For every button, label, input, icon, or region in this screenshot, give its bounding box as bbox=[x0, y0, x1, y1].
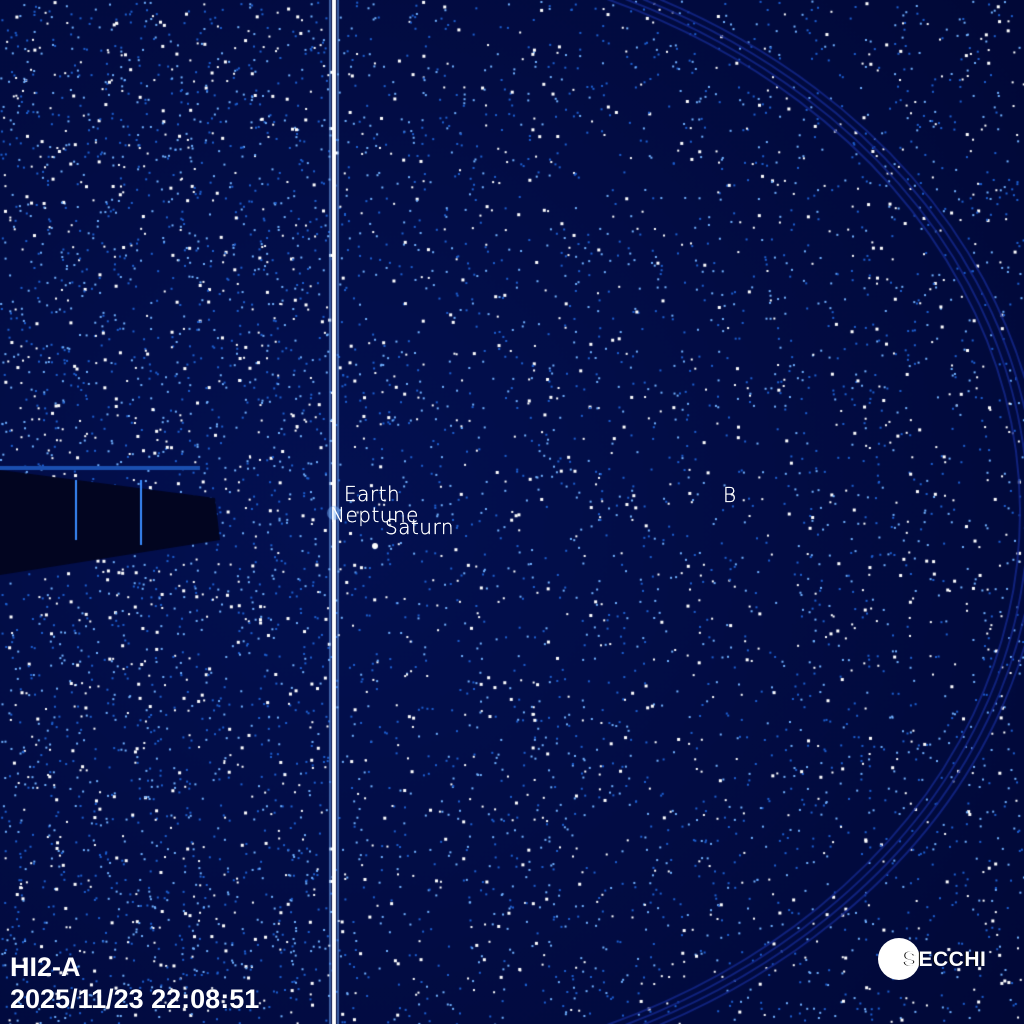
label-saturn: Saturn bbox=[385, 515, 455, 539]
secchi-logo: SECCHI bbox=[878, 938, 998, 982]
timestamp-label: 2025/11/23 22:08:51 bbox=[10, 984, 260, 1014]
instrument-label: HI2-A bbox=[10, 952, 81, 982]
sun-disc-icon bbox=[878, 938, 920, 980]
secchi-logo-text: SECCHI bbox=[904, 948, 987, 971]
label-b: B bbox=[723, 483, 737, 507]
label-neptune: Neptune bbox=[330, 503, 419, 527]
label-earth: Earth bbox=[344, 482, 401, 506]
